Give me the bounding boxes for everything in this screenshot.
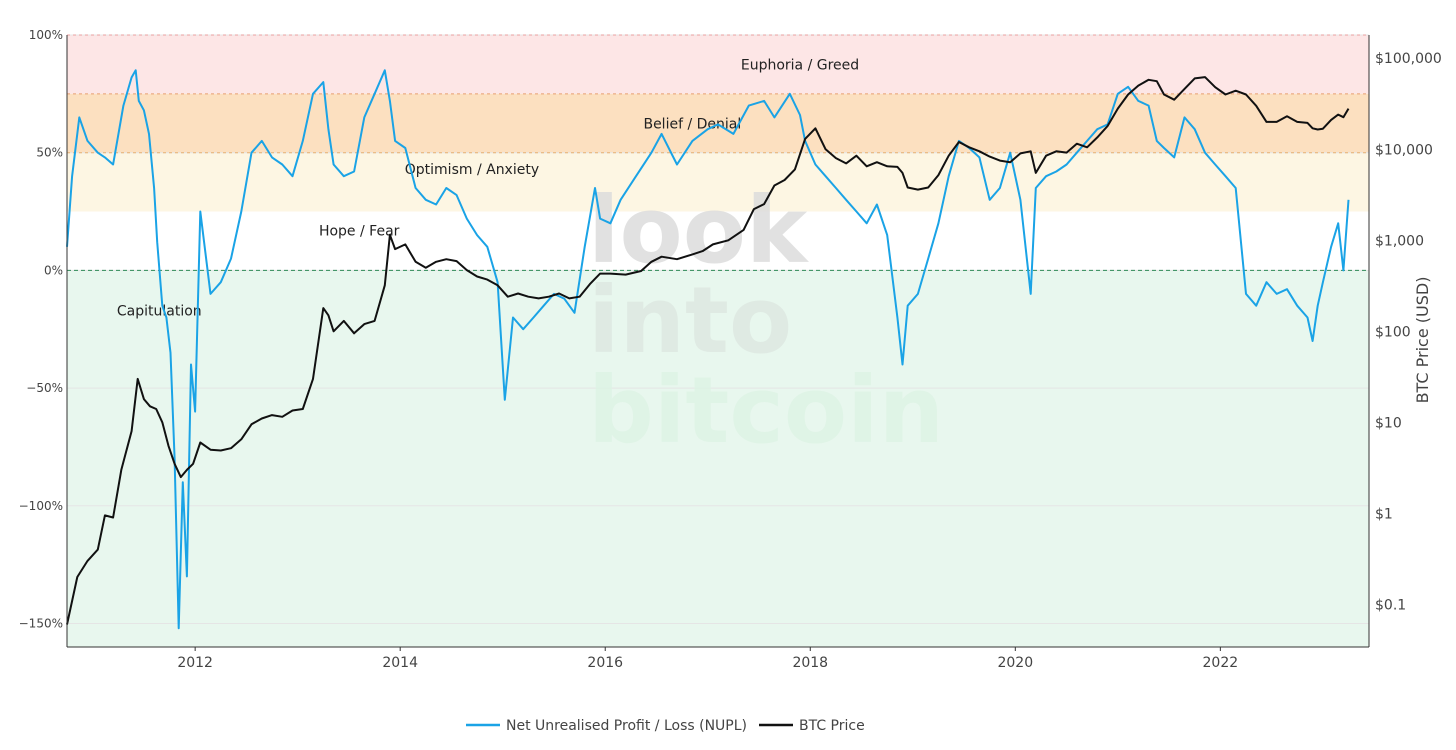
left-tick-label: −150% (19, 616, 63, 630)
left-tick-label: 50% (36, 146, 63, 160)
x-ticks: 2012 2014 2016 2018 2020 2022 (177, 647, 1238, 671)
zone-labels: Euphoria / Greed Belief / Denial Optimism … (117, 57, 859, 319)
legend-label: Net Unrealised Profit / Loss (NUPL) (506, 718, 747, 734)
right-tick-label: $1 (1375, 506, 1393, 522)
zone-band (67, 211, 1369, 271)
right-tick-label: $10,000 (1375, 142, 1433, 158)
legend-item[interactable]: BTC Price (759, 718, 865, 734)
right-tick-label: $100,000 (1375, 51, 1442, 67)
x-tick-label: 2016 (587, 655, 623, 671)
left-tick-label: −50% (26, 381, 63, 395)
watermark-word: bitcoin (588, 357, 944, 464)
x-tick-label: 2018 (792, 655, 828, 671)
btc-price-series (66, 76, 1350, 625)
zone-label: Euphoria / Greed (741, 57, 859, 73)
zone-label: Hope / Fear (319, 223, 400, 239)
legend-label: BTC Price (799, 718, 865, 734)
right-y-ticks: $100,000 $10,000 $1,000 $100 $10 $1 $0.1 (1375, 51, 1442, 613)
watermark-word: into (588, 267, 792, 374)
x-tick-label: 2020 (997, 655, 1033, 671)
left-tick-label: 100% (29, 28, 63, 42)
right-tick-label: $0.1 (1375, 597, 1406, 613)
sentiment-zones (67, 35, 1369, 647)
zone-label: Belief / Denial (643, 116, 741, 132)
series-line (66, 76, 1350, 625)
x-tick-label: 2012 (177, 655, 213, 671)
legend-item[interactable]: Net Unrealised Profit / Loss (NUPL) (466, 718, 747, 734)
right-tick-label: $100 (1375, 324, 1411, 340)
left-y-ticks: 100% 50% 0% −50% −100% −150% (19, 28, 63, 630)
zone-label: Capitulation (117, 303, 202, 319)
right-tick-label: $1,000 (1375, 233, 1424, 249)
zone-band (67, 152, 1369, 212)
x-tick-label: 2014 (382, 655, 418, 671)
nupl-series (66, 69, 1350, 630)
series-line (66, 69, 1350, 630)
zone-label: Optimism / Anxiety (405, 162, 539, 178)
zone-band (67, 270, 1369, 647)
right-axis-title: BTC Price (USD) (1413, 277, 1432, 404)
gridlines (67, 34, 1369, 624)
zone-band (67, 35, 1369, 94)
left-tick-label: 0% (44, 263, 63, 277)
x-tick-label: 2022 (1203, 655, 1239, 671)
left-tick-label: −100% (19, 499, 63, 513)
legend[interactable]: Net Unrealised Profit / Loss (NUPL) BTC P… (466, 718, 865, 734)
right-tick-label: $10 (1375, 415, 1402, 431)
axes (66, 35, 1370, 648)
